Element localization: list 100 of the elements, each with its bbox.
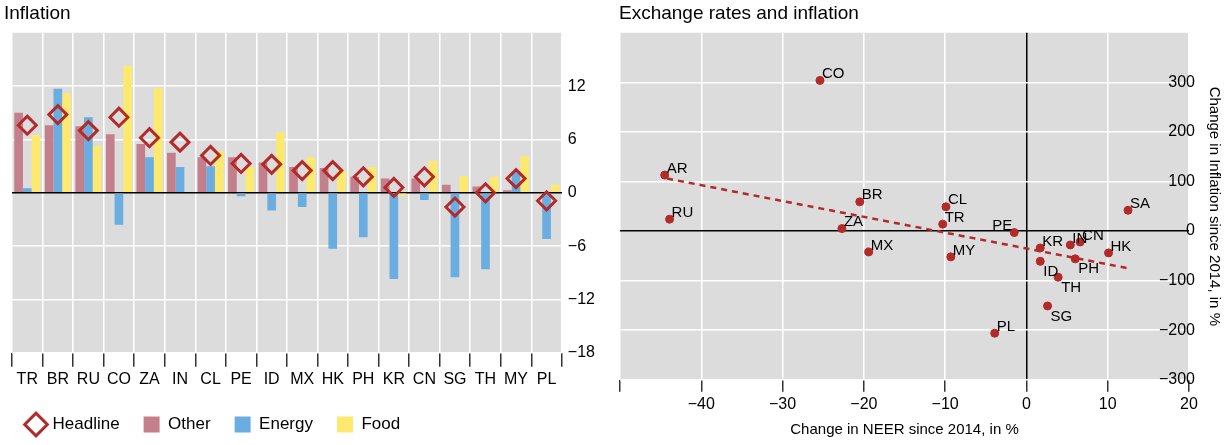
point: [77, 120, 99, 142]
point: [855, 197, 865, 207]
x-tick-label: SG: [443, 369, 467, 387]
bar: [245, 167, 255, 193]
x-tick-label: −30: [769, 394, 797, 412]
x-tick-label: −20: [850, 394, 878, 412]
bar: [267, 193, 276, 211]
y-tick-label: 0: [567, 183, 577, 201]
x-tick-label: ID: [263, 369, 280, 387]
point: [200, 144, 222, 166]
y-tick-label: 100: [1168, 171, 1196, 189]
annotation: SA: [1130, 193, 1151, 211]
x-tick-label: CN: [412, 369, 436, 387]
chart-title: Exchange rates and inflation: [619, 1, 859, 23]
x-tick-label: ZA: [139, 369, 161, 387]
bar: [145, 157, 154, 193]
bar: [358, 193, 368, 238]
annotation: SG: [1050, 306, 1073, 324]
point: [864, 247, 874, 257]
point: [413, 166, 435, 188]
bar: [136, 143, 146, 193]
bar: [550, 184, 560, 193]
bar: [75, 126, 85, 193]
annotation: CO: [821, 64, 845, 82]
y-tick-label: 0: [1186, 221, 1196, 239]
annotation: PE: [992, 216, 1013, 234]
point: [108, 106, 130, 128]
y-tick-label: 200: [1168, 122, 1196, 140]
annotation: MX: [870, 235, 894, 253]
annotation: TH: [1061, 277, 1082, 295]
bar: [62, 93, 71, 193]
annotation: ID: [1043, 261, 1059, 279]
x-tick-label: BR: [46, 369, 69, 387]
point: [383, 176, 405, 198]
annotation: ZA: [843, 212, 864, 230]
x-tick-label: RU: [76, 369, 100, 387]
point: [1009, 228, 1019, 238]
annotation: BR: [861, 185, 883, 203]
y-tick-label: −18: [567, 343, 596, 361]
y-tick-label: 12: [567, 76, 586, 94]
bar: [44, 125, 54, 193]
annotation: TR: [944, 207, 965, 225]
bar: [114, 193, 124, 225]
bar: [123, 65, 132, 193]
y-tick-label: −6: [567, 236, 587, 254]
x-tick-label: TR: [16, 369, 38, 387]
x-tick-label: 0: [1021, 394, 1031, 412]
bar: [31, 135, 41, 193]
bar: [175, 167, 185, 193]
x-tick-label: −10: [931, 394, 959, 412]
point: [1070, 254, 1080, 264]
y-tick-label: 6: [567, 129, 577, 147]
bar: [92, 145, 102, 193]
y-tick-label: −12: [567, 289, 596, 307]
point: [837, 224, 847, 234]
legend-label: Headline: [52, 414, 120, 434]
point: [169, 131, 191, 153]
annotation: MY: [952, 240, 976, 258]
annotation: AR: [666, 158, 688, 176]
point: [990, 328, 1000, 338]
x-tick-label: CO: [106, 369, 131, 387]
bar: [206, 166, 215, 193]
bar: [297, 193, 307, 208]
legend-label: Food: [361, 414, 401, 434]
point: [291, 160, 313, 182]
point: [444, 196, 466, 218]
x-axis-title: Change in NEER since 2014, in %: [790, 420, 1019, 438]
x-tick-label: PL: [536, 369, 557, 387]
bar: [53, 88, 63, 193]
point: [1123, 205, 1133, 215]
annotation: PH: [1078, 259, 1100, 277]
point: [1043, 301, 1053, 311]
x-tick-label: 20: [1180, 394, 1198, 412]
bar: [167, 152, 176, 193]
bar: [328, 193, 338, 249]
chart-title: Inflation: [4, 1, 71, 23]
annotation: CL: [947, 190, 968, 208]
legend-label: Energy: [259, 414, 314, 434]
x-tick-label: IN: [172, 369, 189, 387]
y-tick-label: 300: [1168, 72, 1196, 90]
bar: [420, 193, 429, 200]
x-tick-label: PH: [352, 369, 375, 387]
x-tick-label: TH: [474, 369, 497, 387]
annotation: RU: [671, 202, 694, 220]
y-tick-label: −200: [1158, 320, 1196, 338]
x-tick-label: PE: [230, 369, 252, 387]
point: [261, 153, 283, 175]
point: [16, 114, 38, 136]
bar: [22, 188, 32, 193]
x-tick-label: −40: [687, 394, 715, 412]
bar: [441, 184, 451, 193]
annotation: PL: [996, 316, 1016, 334]
point: [941, 202, 951, 212]
point: [536, 190, 558, 212]
annotation: KR: [1042, 231, 1064, 249]
y-tick-label: −100: [1158, 271, 1196, 289]
point: [1035, 243, 1045, 253]
bar: [275, 132, 285, 193]
bar: [105, 134, 115, 193]
y-axis-title: Change in Inflation since 2014, in %: [1206, 86, 1224, 326]
